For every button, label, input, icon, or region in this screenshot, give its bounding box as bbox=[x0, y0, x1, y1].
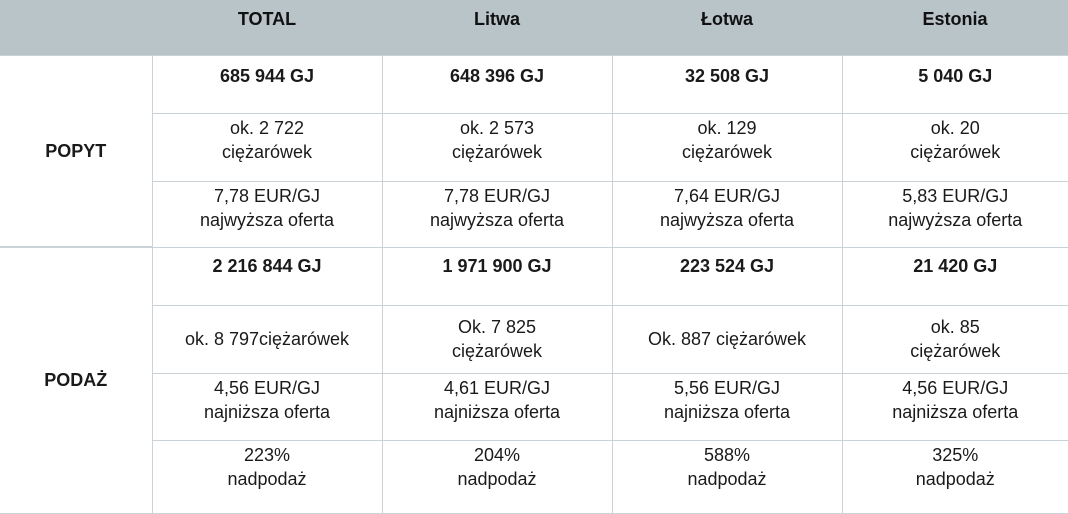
header-total: TOTAL bbox=[237, 9, 297, 29]
podaz-amount-lotwa: 223 524 GJ bbox=[611, 246, 843, 306]
price-value: 4,61 EUR/GJ bbox=[443, 377, 551, 398]
popyt-amount-estonia: 5 040 GJ bbox=[841, 54, 1068, 114]
trucks-count: Ok. 7 825 bbox=[457, 317, 537, 337]
header-row: TOTAL Litwa Łotwa Estonia bbox=[0, 0, 1068, 55]
trucks-unit: ciężarówek bbox=[451, 141, 543, 162]
podaz-label: PODAŻ bbox=[0, 246, 153, 514]
trucks-unit: ciężarówek bbox=[910, 141, 1001, 162]
popyt-amount-row: POPYT 685 944 GJ 648 396 GJ 32 508 GJ 5 … bbox=[0, 54, 1068, 248]
trucks-count: ok. 2 573 bbox=[459, 117, 535, 138]
popyt-price-litwa: 7,78 EUR/GJ najwyższa oferta bbox=[381, 180, 613, 248]
price-note: najwyższa oferta bbox=[659, 209, 795, 230]
price-note: najwyższa oferta bbox=[429, 209, 565, 230]
price-note: najniższa oferta bbox=[433, 401, 561, 422]
trucks-unit: ciężarówek bbox=[451, 341, 543, 361]
popyt-trucks-total: ok. 2 722 ciężarówek bbox=[151, 112, 383, 182]
header-estonia: Estonia bbox=[922, 9, 988, 29]
price-value: 5,56 EUR/GJ bbox=[673, 377, 781, 398]
podaz-oversupply-lotwa: 588% nadpodaż bbox=[611, 439, 843, 514]
popyt-price-total: 7,78 EUR/GJ najwyższa oferta bbox=[151, 180, 383, 248]
trucks-count: Ok. 887 ciężarówek bbox=[647, 329, 807, 349]
podaz-trucks-total: ok. 8 797ciężarówek bbox=[151, 304, 383, 374]
price-value: 5,83 EUR/GJ bbox=[902, 185, 1009, 206]
popyt-trucks-row: ok. 2 722 ciężarówek ok. 2 573 ciężarówe… bbox=[0, 112, 1068, 182]
podaz-oversupply-litwa: 204% nadpodaż bbox=[381, 439, 613, 514]
oversupply-percent: 204% bbox=[473, 444, 521, 465]
popyt-price-estonia: 5,83 EUR/GJ najwyższa oferta bbox=[841, 180, 1068, 248]
price-note: najwyższa oferta bbox=[888, 209, 1023, 230]
popyt-price-lotwa: 7,64 EUR/GJ najwyższa oferta bbox=[611, 180, 843, 248]
header-lotwa: Łotwa bbox=[701, 9, 753, 29]
header-litwa: Litwa bbox=[473, 9, 520, 29]
podaz-amount-total: 2 216 844 GJ bbox=[151, 246, 383, 306]
trucks-count: ok. 85 bbox=[930, 317, 980, 337]
price-value: 7,78 EUR/GJ bbox=[443, 185, 551, 206]
popyt-amount-lotwa: 32 508 GJ bbox=[611, 54, 843, 114]
price-note: najniższa oferta bbox=[892, 401, 1019, 422]
oversupply-note: nadpodaż bbox=[915, 468, 995, 489]
oversupply-note: nadpodaż bbox=[687, 468, 767, 489]
price-note: najwyższa oferta bbox=[199, 209, 335, 230]
podaz-amount-row: PODAŻ 2 216 844 GJ 1 971 900 GJ 223 524 … bbox=[0, 246, 1068, 514]
podaz-oversupply-row: 223% nadpodaż 204% nadpodaż 588% nadpoda… bbox=[0, 439, 1068, 514]
podaz-trucks-litwa: Ok. 7 825 ciężarówek bbox=[381, 304, 613, 374]
trucks-count: ok. 2 722 bbox=[229, 117, 305, 138]
price-value: 4,56 EUR/GJ bbox=[902, 377, 1009, 398]
podaz-price-litwa: 4,61 EUR/GJ najniższa oferta bbox=[381, 372, 613, 441]
podaz-amount-litwa: 1 971 900 GJ bbox=[381, 246, 613, 306]
podaz-price-total: 4,56 EUR/GJ najniższa oferta bbox=[151, 372, 383, 441]
popyt-trucks-lotwa: ok. 129 ciężarówek bbox=[611, 112, 843, 182]
trucks-count: ok. 20 bbox=[930, 117, 980, 138]
price-note: najniższa oferta bbox=[203, 401, 331, 422]
podaz-oversupply-estonia: 325% nadpodaż bbox=[841, 439, 1068, 514]
oversupply-percent: 588% bbox=[703, 444, 751, 465]
popyt-trucks-estonia: ok. 20 ciężarówek bbox=[841, 112, 1068, 182]
price-value: 4,56 EUR/GJ bbox=[213, 377, 321, 398]
oversupply-percent: 325% bbox=[932, 444, 979, 465]
podaz-price-estonia: 4,56 EUR/GJ najniższa oferta bbox=[841, 372, 1068, 441]
podaz-trucks-estonia: ok. 85 ciężarówek bbox=[841, 304, 1068, 374]
price-note: najniższa oferta bbox=[663, 401, 791, 422]
trucks-unit: ciężarówek bbox=[681, 141, 773, 162]
trucks-unit: ciężarówek bbox=[221, 141, 313, 162]
popyt-price-row: 7,78 EUR/GJ najwyższa oferta 7,78 EUR/GJ… bbox=[0, 180, 1068, 248]
trucks-count: ok. 8 797ciężarówek bbox=[184, 329, 350, 349]
popyt-label: POPYT bbox=[0, 54, 153, 248]
price-value: 7,64 EUR/GJ bbox=[673, 185, 781, 206]
podaz-trucks-row: ok. 8 797ciężarówek Ok. 7 825 ciężarówek… bbox=[0, 304, 1068, 374]
popyt-amount-total: 685 944 GJ bbox=[151, 54, 383, 114]
price-value: 7,78 EUR/GJ bbox=[213, 185, 321, 206]
oversupply-note: nadpodaż bbox=[457, 468, 537, 489]
popyt-trucks-litwa: ok. 2 573 ciężarówek bbox=[381, 112, 613, 182]
oversupply-percent: 223% bbox=[243, 444, 291, 465]
oversupply-note: nadpodaż bbox=[227, 468, 307, 489]
podaz-amount-estonia: 21 420 GJ bbox=[841, 246, 1068, 306]
podaz-price-row: 4,56 EUR/GJ najniższa oferta 4,61 EUR/GJ… bbox=[0, 372, 1068, 441]
podaz-trucks-lotwa: Ok. 887 ciężarówek bbox=[611, 304, 843, 374]
header-corner bbox=[0, 0, 152, 55]
podaz-price-lotwa: 5,56 EUR/GJ najniższa oferta bbox=[611, 372, 843, 441]
popyt-amount-litwa: 648 396 GJ bbox=[381, 54, 613, 114]
podaz-oversupply-total: 223% nadpodaż bbox=[151, 439, 383, 514]
trucks-count: ok. 129 bbox=[697, 117, 757, 138]
trucks-unit: ciężarówek bbox=[910, 341, 1001, 361]
